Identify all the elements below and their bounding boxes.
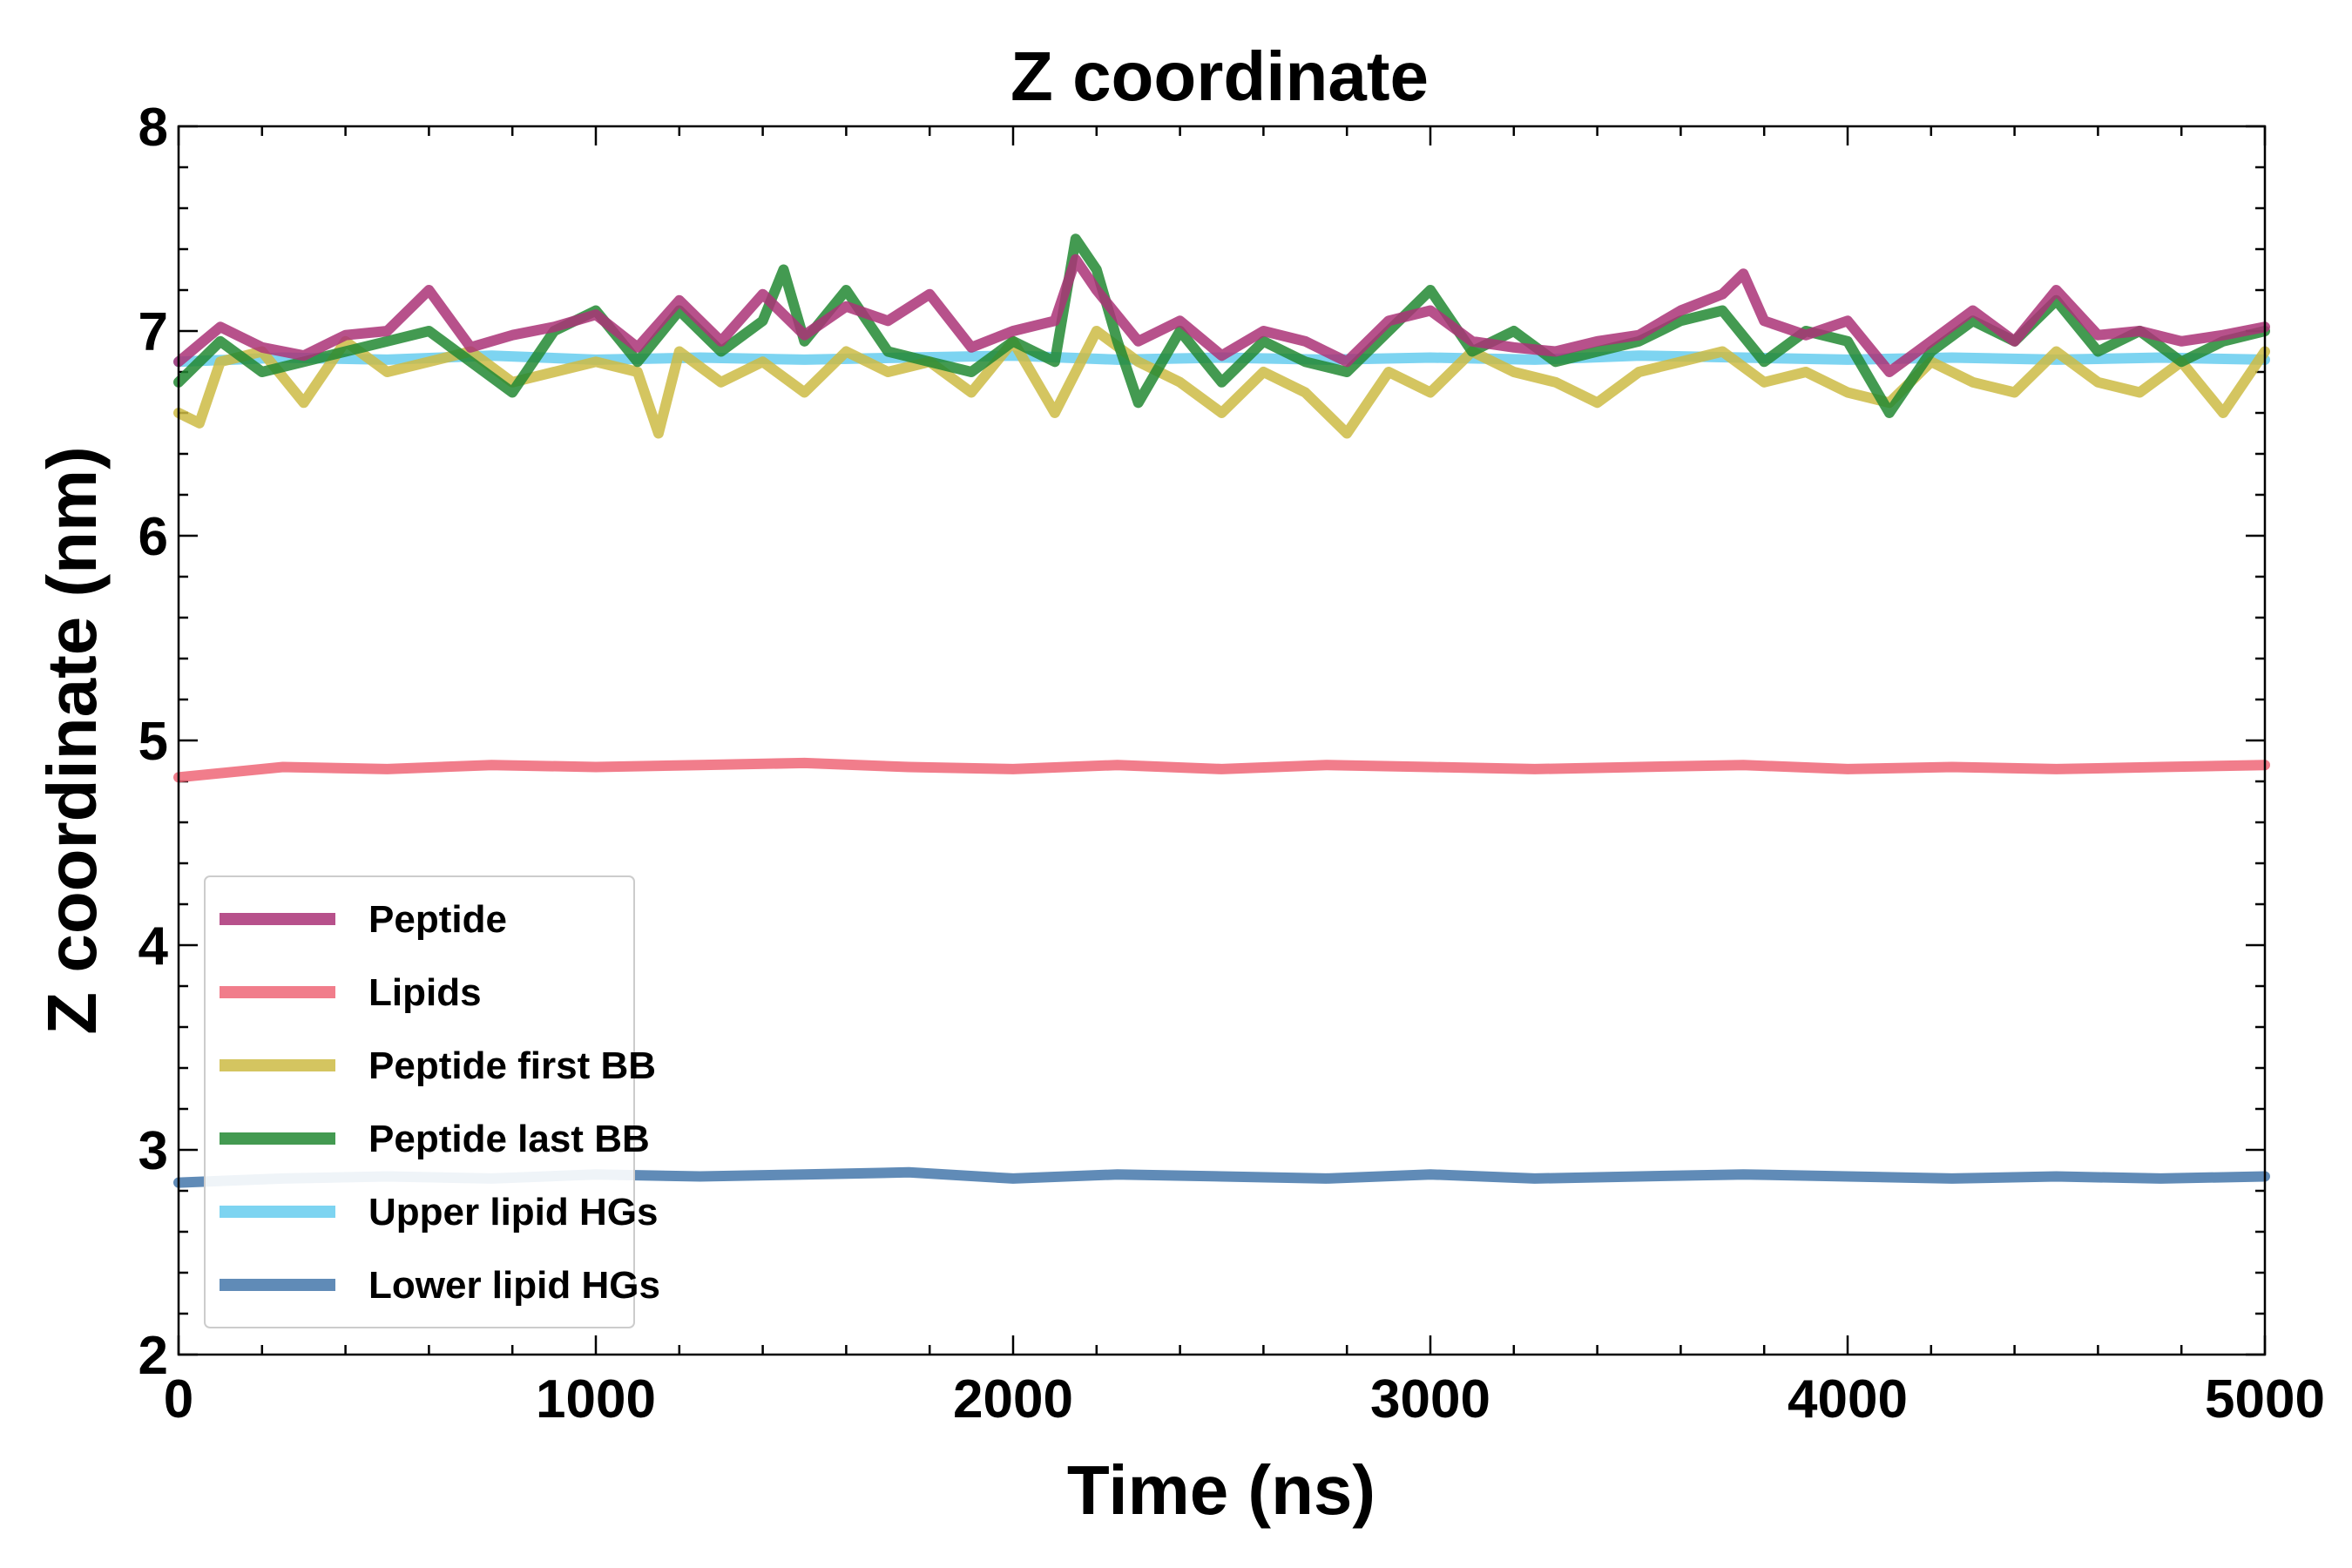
- y-tick-label: 6: [139, 507, 168, 567]
- y-tick-label: 4: [139, 916, 169, 977]
- tick-labels: 0 1000 2000 3000 4000 5000 2 3 4 5 6 7 8: [139, 98, 2325, 1429]
- chart-title: Z coordinate: [1010, 37, 1429, 115]
- x-tick-label: 3000: [1370, 1369, 1490, 1429]
- plot-frame: [177, 125, 2267, 1356]
- y-axis-label: Z coordinate (nm): [33, 446, 111, 1035]
- x-tick-label: 0: [164, 1369, 193, 1429]
- legend-label-lipids: Lipids: [368, 971, 482, 1014]
- legend-label-upper-lipid-hgs: Upper lipid HGs: [368, 1191, 658, 1233]
- legend-label-peptide-last-bb: Peptide last BB: [368, 1118, 650, 1160]
- legend-label-peptide: Peptide: [368, 898, 507, 941]
- legend-box: [204, 875, 635, 1328]
- legend: Peptide Lipids Peptide first BB Peptide las…: [204, 875, 660, 1328]
- legend-label-peptide-first-bb: Peptide first BB: [368, 1044, 656, 1087]
- y-tick-label: 7: [139, 302, 168, 362]
- x-tick-label: 5000: [2205, 1369, 2325, 1429]
- y-tick-label: 8: [139, 98, 168, 158]
- x-tick-label: 1000: [536, 1369, 656, 1429]
- series-line-lipids: [173, 757, 2270, 783]
- legend-label-lower-lipid-hgs: Lower lipid HGs: [368, 1264, 660, 1307]
- y-tick-label: 5: [139, 712, 168, 772]
- y-tick-label: 3: [139, 1121, 168, 1181]
- x-tick-label: 4000: [1788, 1369, 1908, 1429]
- series-line-peptide-last-bb: [173, 233, 2270, 418]
- x-axis-label: Time (ns): [1067, 1451, 1375, 1529]
- x-tick-label: 2000: [953, 1369, 1073, 1429]
- y-tick-label: 2: [139, 1326, 168, 1386]
- series-line-peptide: [173, 253, 2270, 377]
